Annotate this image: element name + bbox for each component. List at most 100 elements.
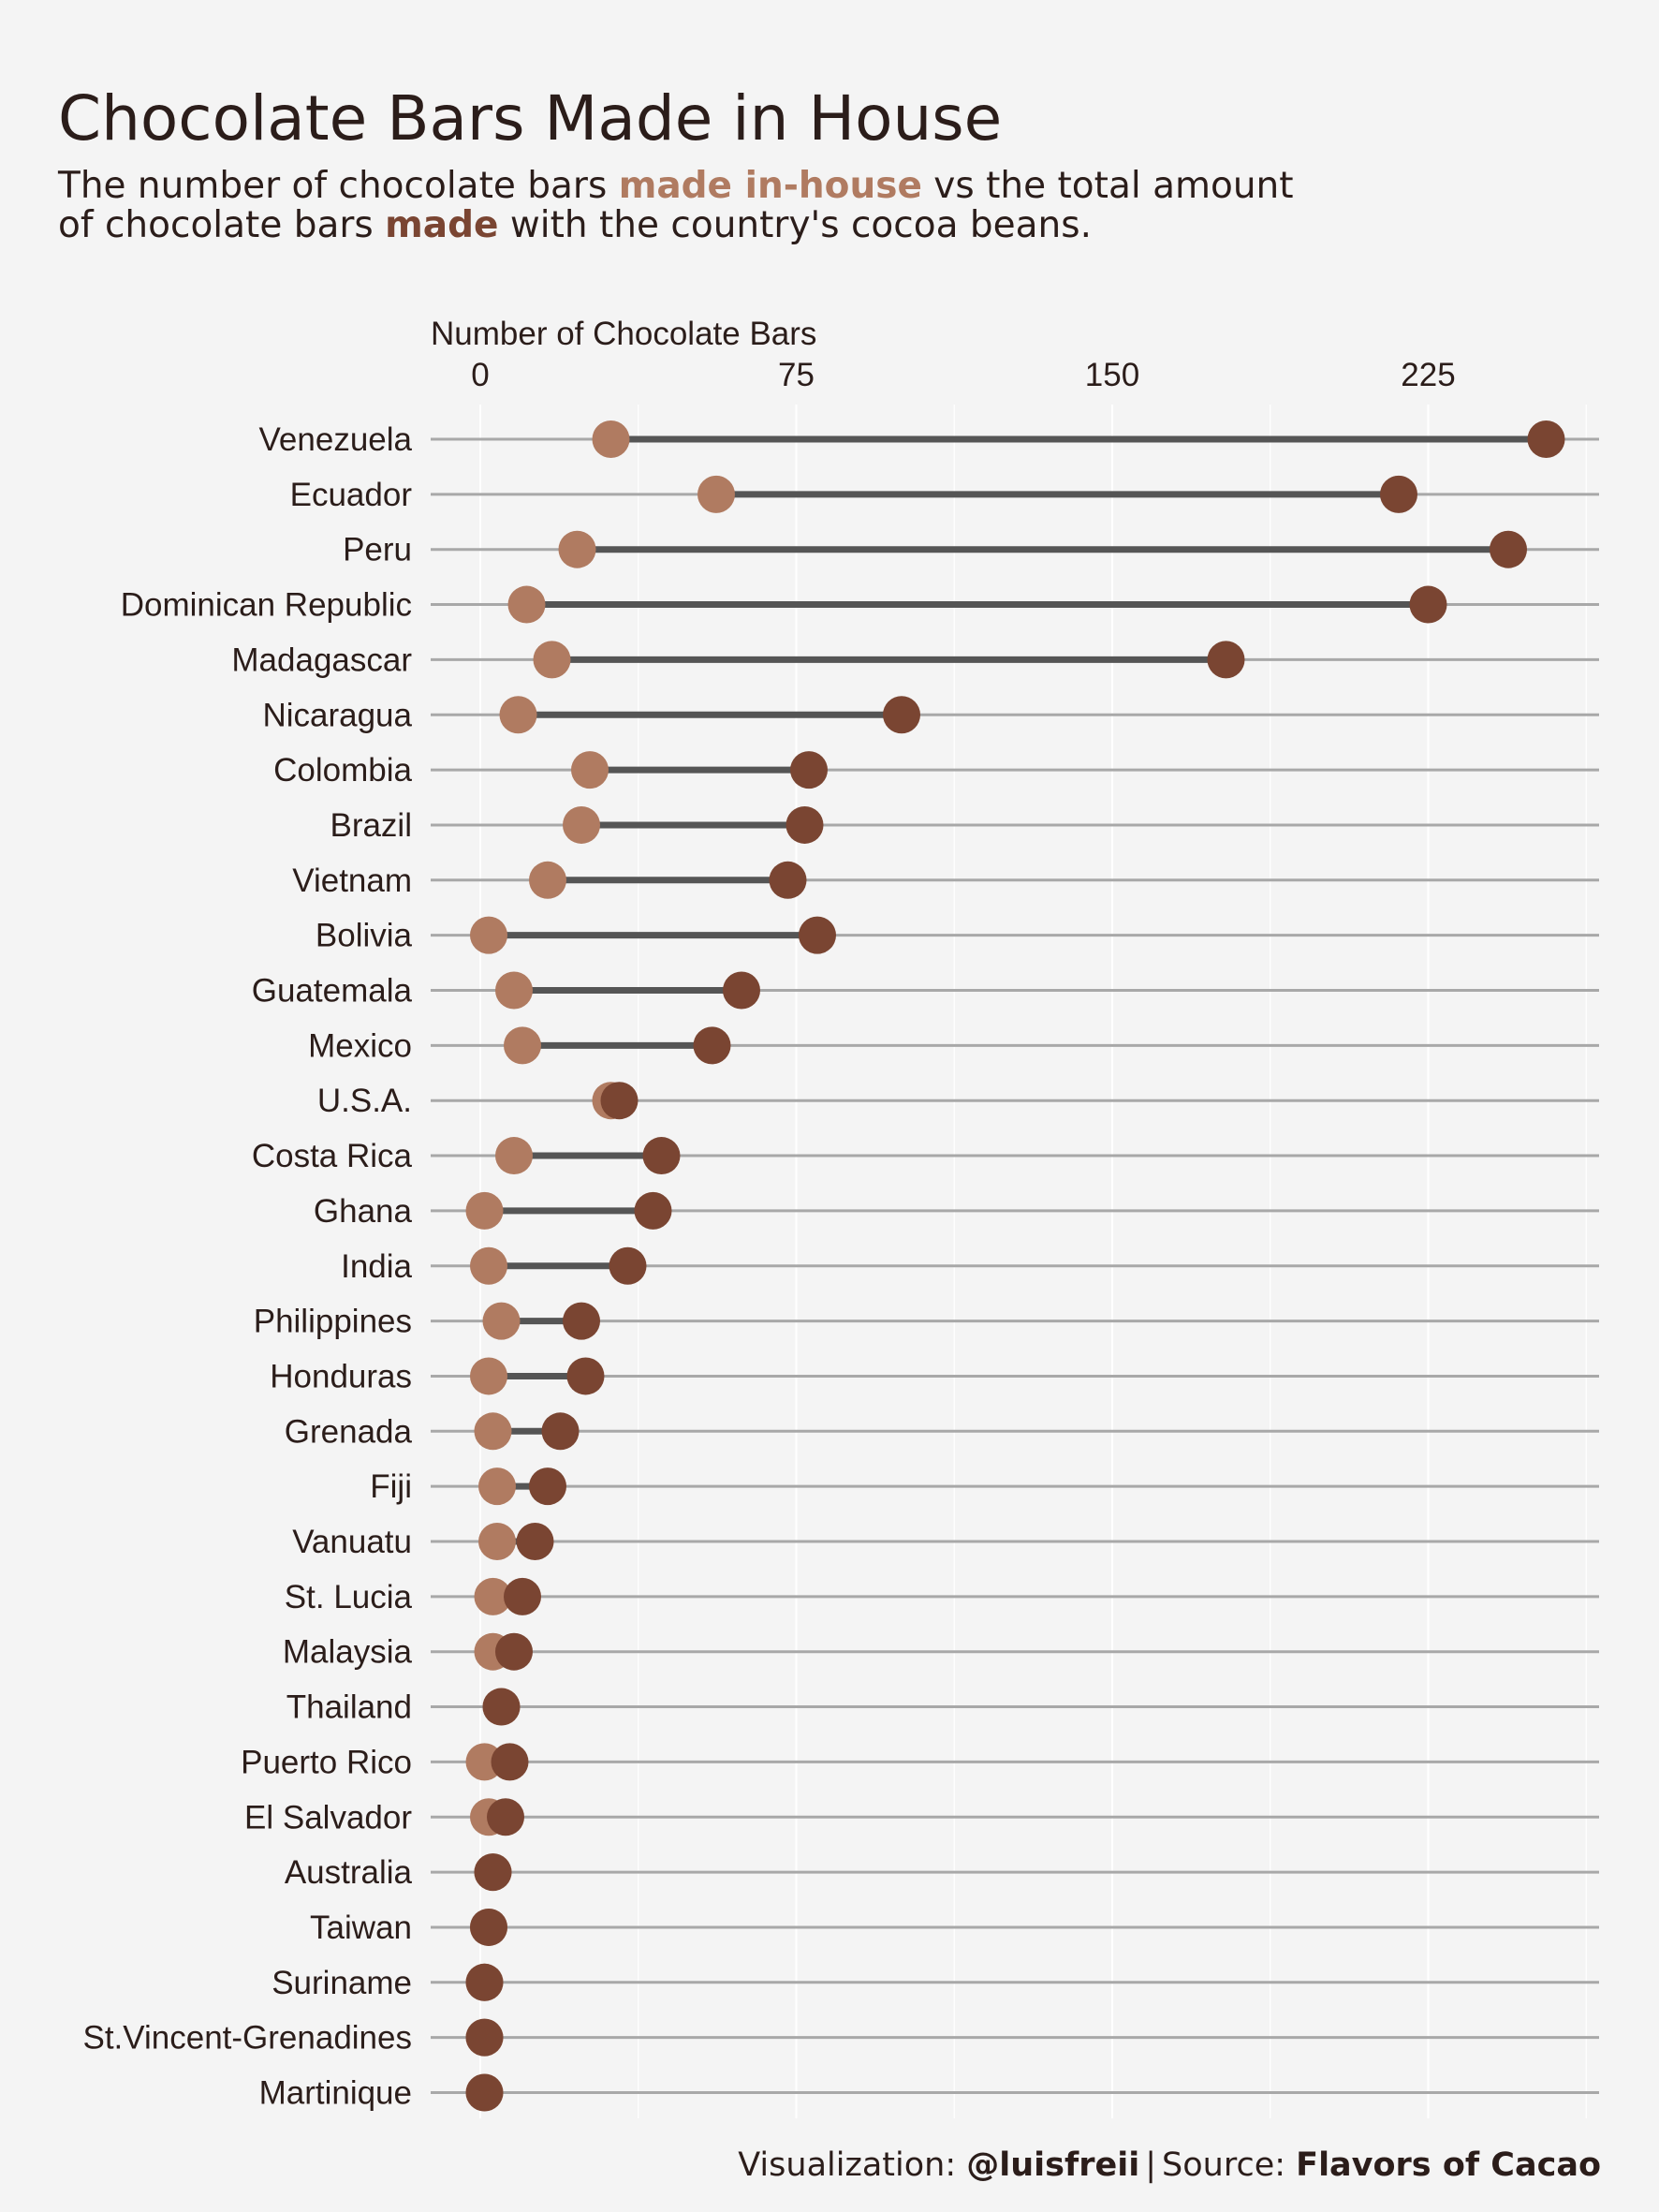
point-made-in-house <box>504 1026 541 1065</box>
point-made <box>883 696 920 734</box>
subtitle-text-1: The number of chocolate bars <box>58 165 619 207</box>
point-made-in-house <box>697 475 735 513</box>
subtitle-text-4: with the country's cocoa beans. <box>498 204 1092 246</box>
point-made <box>504 1577 541 1615</box>
y-category-label: Guatemala <box>252 973 413 1010</box>
point-made <box>474 1853 512 1892</box>
point-made-in-house <box>499 696 537 734</box>
point-made <box>566 1357 605 1395</box>
point-made-in-house <box>474 1577 512 1615</box>
caption-separator: | <box>1145 2146 1157 2184</box>
point-made <box>465 2073 504 2112</box>
point-made-in-house <box>529 861 566 899</box>
y-category-label: Martinique <box>259 2075 412 2112</box>
y-category-label: St.Vincent-Grenadines <box>82 2020 412 2057</box>
y-category-label: Suriname <box>272 1965 412 2001</box>
y-category-label: Australia <box>285 1854 413 1891</box>
point-made <box>1409 585 1447 624</box>
point-made <box>642 1137 681 1175</box>
subtitle-text-2: vs the total amount <box>921 165 1294 207</box>
point-made <box>482 1688 521 1726</box>
point-made <box>495 1632 533 1671</box>
point-made-in-house <box>495 971 533 1010</box>
y-axis-labels: Venezuela Ecuador Peru Dominican Republic Ma… <box>82 421 412 2112</box>
y-category-label: Taiwan <box>310 1910 412 1946</box>
point-made <box>785 805 824 844</box>
point-made-in-house <box>558 530 596 568</box>
point-made <box>491 1743 529 1781</box>
x-tick-label: 150 <box>1085 357 1139 393</box>
point-made <box>563 1302 600 1340</box>
y-category-label: Grenada <box>285 1413 413 1450</box>
subtitle-highlight-inhouse: made in-house <box>618 165 922 207</box>
point-made-in-house <box>507 585 546 624</box>
point-made <box>799 916 836 954</box>
point-made-in-house <box>478 1523 516 1560</box>
y-category-label: Colombia <box>273 752 412 789</box>
data-points <box>465 420 1565 2112</box>
point-made <box>600 1082 639 1120</box>
caption-viz-label: Visualization: <box>738 2146 967 2184</box>
point-made <box>634 1191 672 1230</box>
caption-source-label: Source: <box>1162 2146 1297 2184</box>
point-made-in-house <box>571 751 609 789</box>
point-made-in-house <box>563 805 600 844</box>
y-category-label: Venezuela <box>259 421 413 458</box>
caption-source-name: Flavors of Cacao <box>1296 2146 1601 2184</box>
y-category-label: Ecuador <box>290 477 413 513</box>
y-category-label: Nicaragua <box>262 697 412 733</box>
point-made-in-house <box>478 1467 516 1506</box>
y-category-label: Philippines <box>254 1304 412 1340</box>
subtitle-text-3: of chocolate bars <box>58 204 386 246</box>
y-category-label: Costa Rica <box>252 1138 413 1174</box>
y-category-label: Madagascar <box>231 641 412 678</box>
point-made <box>1207 641 1245 679</box>
y-category-label: Puerto Rico <box>241 1744 412 1780</box>
point-made-in-house <box>470 1357 507 1395</box>
y-category-label: Honduras <box>270 1358 412 1394</box>
caption-author: @luisfreii <box>966 2146 1140 2184</box>
x-tick-label: 75 <box>778 357 815 393</box>
x-axis-label: Number of Chocolate Bars <box>431 316 816 352</box>
y-category-label: El Salvador <box>244 1799 412 1836</box>
subtitle-highlight-made: made <box>385 204 499 246</box>
point-made <box>609 1246 647 1285</box>
y-category-label: Ghana <box>314 1193 413 1230</box>
y-category-label: Peru <box>343 532 412 568</box>
point-made <box>1490 530 1527 568</box>
point-made <box>693 1026 731 1065</box>
y-category-label: Vanuatu <box>292 1524 412 1560</box>
point-made <box>1380 475 1417 513</box>
y-category-label: Dominican Republic <box>121 587 412 624</box>
y-category-label: U.S.A. <box>317 1083 412 1119</box>
point-made-in-house <box>482 1302 521 1340</box>
point-made <box>723 971 760 1010</box>
point-made <box>790 751 828 789</box>
y-category-label: Vietnam <box>292 863 412 899</box>
point-made <box>541 1412 580 1451</box>
point-made-in-house <box>465 1191 504 1230</box>
point-made <box>769 861 807 899</box>
y-category-label: Fiji <box>370 1468 412 1505</box>
chart-title: Chocolate Bars Made in House <box>58 82 1003 155</box>
point-made-in-house <box>592 420 630 458</box>
point-made-in-house <box>470 916 507 954</box>
x-tick-label: 0 <box>471 357 489 393</box>
point-made <box>465 1963 504 2001</box>
point-made-in-house <box>495 1137 533 1175</box>
point-made <box>1527 420 1565 458</box>
y-category-label: Thailand <box>286 1689 412 1726</box>
caption: Visualization: @luisfreii | Source: Flavor… <box>738 2146 1601 2184</box>
chart-subtitle: The number of chocolate bars made in-hou… <box>58 167 1369 245</box>
point-made <box>470 1908 507 1946</box>
y-category-label: Brazil <box>330 807 412 844</box>
x-tick-label: 225 <box>1401 357 1455 393</box>
y-category-label: Malaysia <box>283 1634 413 1671</box>
y-category-label: St. Lucia <box>285 1579 413 1615</box>
point-made <box>516 1523 554 1560</box>
point-made-in-house <box>533 641 571 679</box>
point-made <box>487 1798 524 1836</box>
dumbbell-segments <box>484 435 1547 1821</box>
point-made-in-house <box>474 1412 512 1451</box>
